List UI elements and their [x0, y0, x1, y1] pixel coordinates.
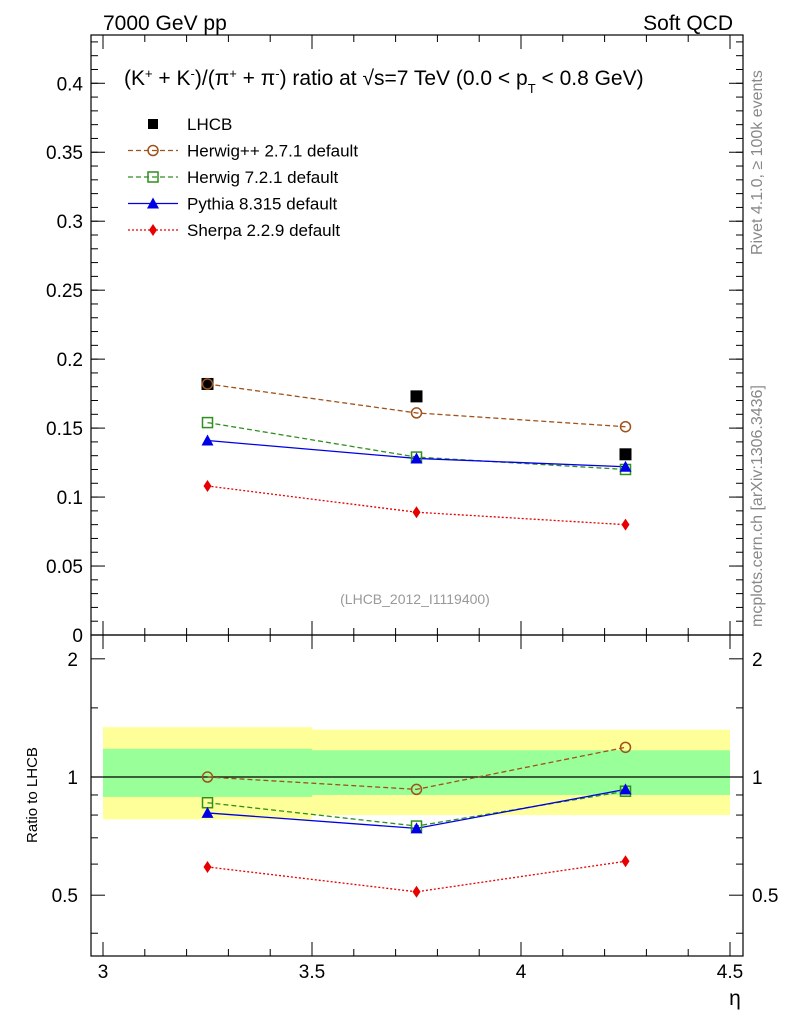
- ratio-xtick-label: 3.5: [299, 962, 325, 983]
- main-point-pythia: [619, 460, 632, 472]
- main-point-data: [619, 448, 632, 461]
- ratio-point-herwigpp: [619, 741, 632, 754]
- chart-title: (K+ + K-)/(π+ + π-) ratio at √s=7 TeV (0…: [124, 66, 644, 96]
- ratio-point-sherpa: [412, 885, 421, 898]
- main-point-pythia: [410, 452, 423, 464]
- ratio-ylabel: Ratio to LHCB: [24, 747, 41, 843]
- main-ytick-label: 0.15: [46, 419, 83, 440]
- ratio-series-markers: [201, 741, 632, 898]
- legend: LHCB Herwig++ 2.7.1 default Herwig 7.2.1 d…: [128, 115, 358, 240]
- x-axis-label: η: [729, 987, 741, 1010]
- main-axis-ticks: 0 0.05 0.1 0.15 0.2 0.25 0.3 0.35 0.4: [46, 35, 743, 647]
- main-line-sherpa: [207, 485, 626, 526]
- main-point-data: [201, 377, 214, 390]
- main-point-sherpa: [203, 480, 212, 493]
- legend-label-herwigpp: Herwig++ 2.7.1 default: [187, 142, 358, 161]
- ratio-axis-ticks: 0.5 0.5 1 1 2 2 3 3.5 4 4.5: [52, 635, 778, 983]
- main-point-data: [410, 390, 423, 403]
- ratio-point-pythia: [619, 783, 632, 795]
- main-ytick-label: 0: [72, 626, 83, 647]
- legend-label-data: LHCB: [187, 115, 232, 134]
- ratio-ytick-label-right: 0.5: [752, 886, 778, 907]
- ratio-frame: [90, 634, 744, 957]
- ratio-ytick-label-right: 2: [752, 650, 763, 671]
- ratio-point-sherpa: [203, 860, 212, 873]
- main-ytick-label: 0.1: [57, 488, 83, 509]
- main-panel: 0 0.05 0.1 0.15 0.2 0.25 0.3 0.35 0.4 (K+ + K-)/…: [46, 34, 744, 647]
- ratio-point-herwigpp: [410, 783, 423, 796]
- ratio-ytick-label-left: 0.5: [52, 886, 78, 907]
- ratio-panel: 0.5 0.5 1 1 2 2 3 3.5 4 4.5 Ratio to LHCB η: [24, 634, 778, 1010]
- ratio-point-herwigpp: [201, 771, 214, 783]
- ratio-xtick-label: 3: [98, 962, 109, 983]
- main-ytick-label: 0.4: [57, 74, 84, 95]
- main-line-herwigpp: [207, 383, 626, 428]
- ratio-point-pythia: [410, 822, 423, 834]
- ratio-point-sherpa: [621, 855, 630, 868]
- ratio-line-herwigpp: [207, 746, 626, 791]
- legend-marker-sherpa: [149, 224, 157, 236]
- ratio-ytick-label-left: 2: [67, 650, 78, 671]
- header-left: 7000 GeV pp: [103, 12, 227, 35]
- main-point-sherpa: [621, 518, 630, 531]
- mcplots-label: mcplots.cern.ch [arXiv:1306.3436]: [749, 385, 766, 627]
- main-point-herwigpp: [410, 407, 423, 419]
- main-ytick-label: 0.35: [46, 143, 83, 164]
- main-point-herwigpp: [619, 420, 632, 433]
- legend-marker-pythia: [147, 197, 159, 209]
- main-series-markers: [201, 377, 632, 531]
- legend-label-sherpa: Sherpa 2.2.9 default: [187, 221, 340, 240]
- ratio-xtick-label: 4.5: [717, 962, 743, 983]
- legend-marker-data: [148, 119, 158, 129]
- analysis-tag: (LHCB_2012_I1119400): [340, 591, 490, 607]
- main-point-herwig7: [201, 416, 214, 429]
- main-point-herwigpp: [201, 378, 214, 390]
- main-point-sherpa: [412, 506, 421, 519]
- ratio-xtick-label: 4: [516, 962, 527, 983]
- ratio-ytick-label-right: 1: [752, 768, 763, 789]
- main-ytick-label: 0.05: [46, 557, 83, 578]
- ratio-ytick-label-left: 1: [67, 768, 78, 789]
- main-point-pythia: [201, 434, 214, 446]
- ratio-band-inner: [103, 748, 312, 797]
- legend-label-pythia: Pythia 8.315 default: [187, 195, 338, 214]
- legend-marker-herwigpp: [147, 144, 159, 157]
- main-ytick-label: 0.2: [57, 350, 83, 371]
- legend-marker-herwig7: [147, 171, 159, 183]
- legend-label-herwig7: Herwig 7.2.1 default: [187, 168, 338, 187]
- main-ytick-label: 0.25: [46, 281, 83, 302]
- ratio-uncertainty-bands: [103, 727, 730, 820]
- main-ytick-label: 0.3: [57, 212, 83, 233]
- ratio-band-inner: [312, 750, 521, 795]
- header-right: Soft QCD: [643, 12, 733, 35]
- ratio-point-pythia: [201, 806, 214, 818]
- rivet-label: Rivet 4.1.0, ≥ 100k events: [749, 70, 766, 255]
